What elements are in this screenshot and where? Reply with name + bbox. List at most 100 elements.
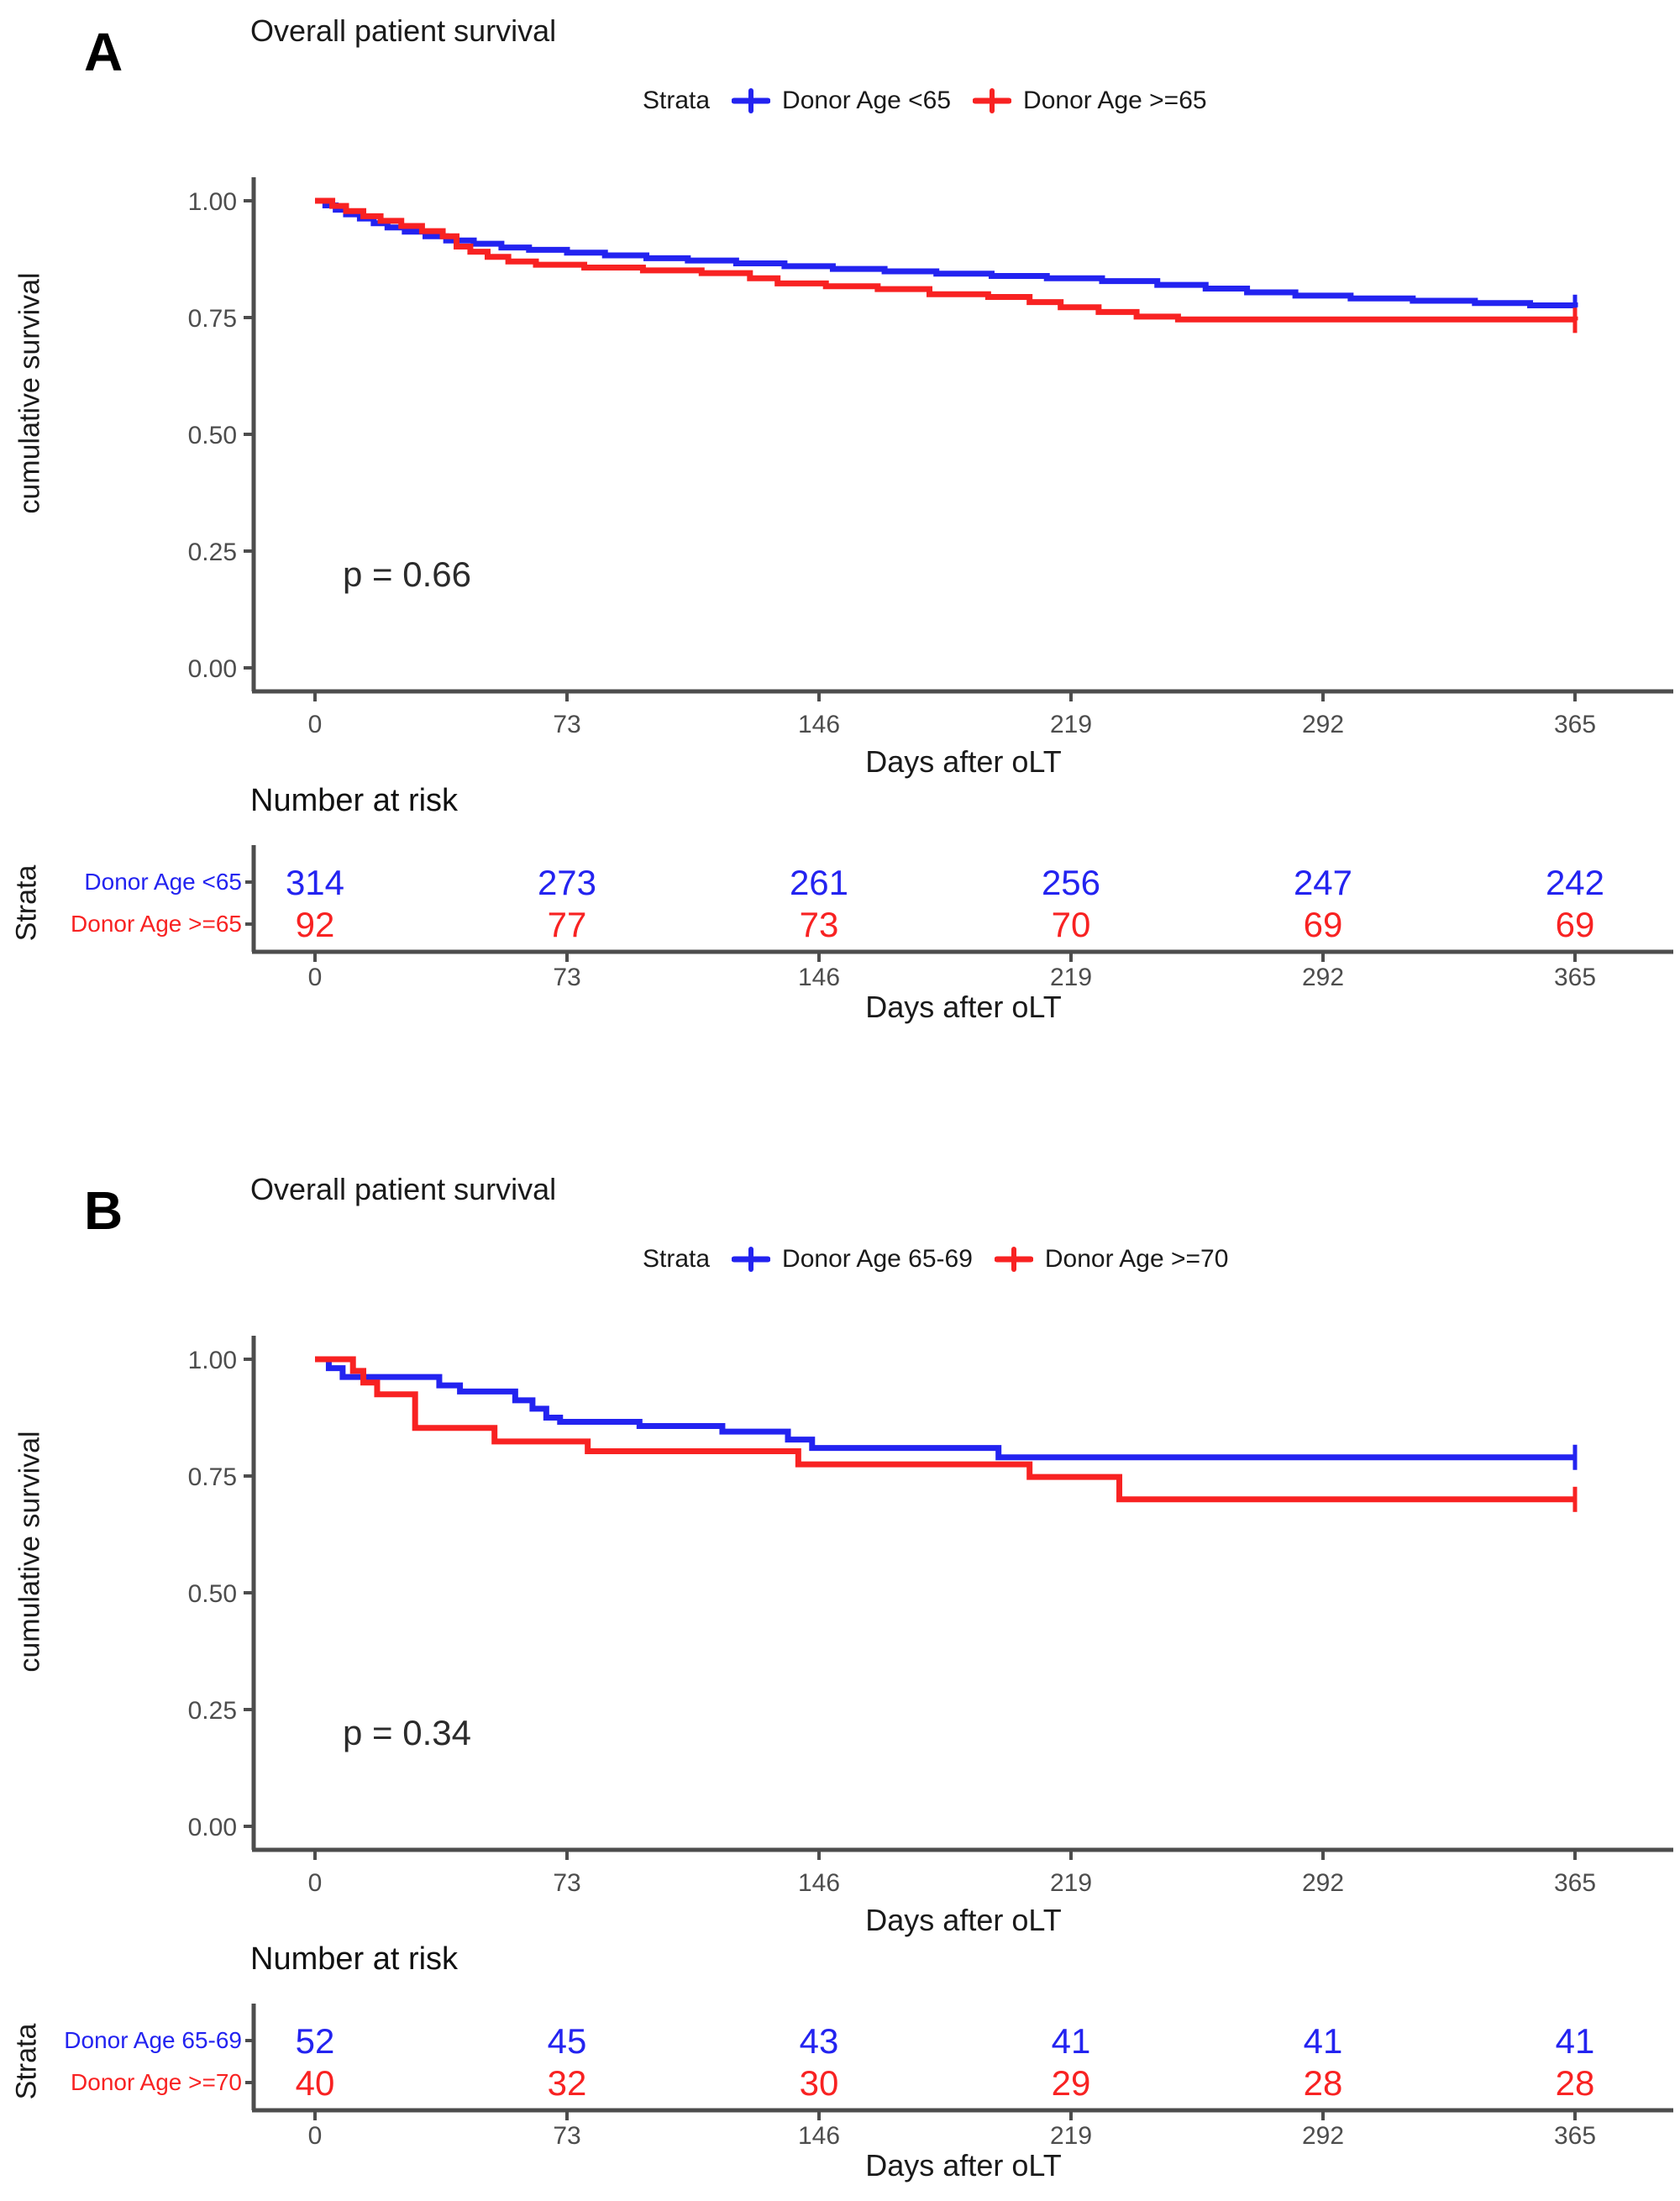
x-axis-title: Days after oLT xyxy=(865,744,1062,779)
plus-marker-icon xyxy=(732,88,771,113)
risk-count: 29 xyxy=(1052,2063,1091,2103)
y-tick-label: 1.00 xyxy=(188,188,237,216)
risk-x-axis-title: Days after oLT xyxy=(865,2148,1062,2183)
survival-curve-blue xyxy=(315,1356,1575,1461)
x-tick-label: 73 xyxy=(553,711,580,738)
risk-count: 92 xyxy=(296,905,335,944)
y-tick-label: 0.00 xyxy=(188,655,237,683)
risk-x-tick-label: 292 xyxy=(1302,964,1344,991)
legend-label-group1: Donor Age 65-69 xyxy=(782,1245,973,1273)
x-tick-label: 0 xyxy=(308,1869,323,1897)
legend-title: Strata xyxy=(643,1245,711,1273)
y-tick-label: 0.25 xyxy=(188,1697,237,1725)
risk-count: 70 xyxy=(1052,905,1091,944)
x-tick-label: 292 xyxy=(1302,1869,1344,1897)
survival-chart-a: 1.00 0.75 0.50 0.25 0.00 0 73 146 219 292 365 314 27… xyxy=(188,177,1673,991)
p-value: p = 0.34 xyxy=(343,1713,471,1752)
risk-x-tick-label: 0 xyxy=(308,964,323,991)
risk-table-title: Number at risk xyxy=(250,1941,459,1977)
risk-x-tick-label: 73 xyxy=(553,2122,580,2150)
risk-count: 261 xyxy=(790,863,848,902)
x-tick-label: 219 xyxy=(1050,711,1092,738)
x-tick-label: 0 xyxy=(308,711,323,738)
x-tick-label: 219 xyxy=(1050,1869,1092,1897)
risk-row-label-group1: Donor Age 65-69 xyxy=(64,2027,242,2053)
y-tick-label: 0.75 xyxy=(188,1463,237,1491)
risk-x-tick-label: 73 xyxy=(553,964,580,991)
risk-x-tick-label: 365 xyxy=(1554,964,1596,991)
risk-count: 30 xyxy=(800,2063,839,2103)
risk-count: 41 xyxy=(1304,2021,1343,2061)
survival-chart-b: 1.00 0.75 0.50 0.25 0.00 0 73 146 219 292 365 52 45 4… xyxy=(188,1336,1673,2150)
risk-count: 45 xyxy=(548,2021,587,2061)
legend-title: Strata xyxy=(643,87,711,114)
risk-count: 40 xyxy=(296,2063,335,2103)
survival-curve-red xyxy=(315,197,1578,323)
survival-curve-red xyxy=(315,1356,1575,1503)
risk-x-tick-label: 292 xyxy=(1302,2122,1344,2150)
risk-count: 32 xyxy=(548,2063,587,2103)
risk-table-title: Number at risk xyxy=(250,783,459,818)
risk-count: 273 xyxy=(538,863,596,902)
panel-letter: A xyxy=(84,22,123,82)
risk-count: 52 xyxy=(296,2021,335,2061)
y-tick-label: 0.75 xyxy=(188,305,237,333)
legend-item-group1: Donor Age <65 xyxy=(732,87,951,115)
legend-item-group2: Donor Age >=65 xyxy=(973,87,1207,115)
risk-count: 73 xyxy=(800,905,839,944)
risk-x-tick-label: 146 xyxy=(798,2122,840,2150)
legend-label-group2: Donor Age >=65 xyxy=(1023,87,1207,114)
y-axis-title: cumulative survival xyxy=(13,272,46,514)
legend-label-group2: Donor Age >=70 xyxy=(1044,1245,1229,1273)
x-tick-label: 146 xyxy=(798,711,840,738)
x-tick-label: 292 xyxy=(1302,711,1344,738)
x-tick-label: 73 xyxy=(553,1869,580,1897)
risk-count: 69 xyxy=(1556,905,1595,944)
risk-row-label-group2: Donor Age >=70 xyxy=(71,2069,242,2095)
y-tick-label: 0.00 xyxy=(188,1814,237,1841)
panel-a: 1.00 0.75 0.50 0.25 0.00 0 73 146 219 292 365 314 27… xyxy=(0,0,1680,1043)
y-tick-label: 0.50 xyxy=(188,422,237,449)
panel-b: 1.00 0.75 0.50 0.25 0.00 0 73 146 219 292 365 52 45 4… xyxy=(0,1158,1680,2201)
risk-count: 242 xyxy=(1546,863,1604,902)
x-tick-label: 365 xyxy=(1554,1869,1596,1897)
y-tick-label: 1.00 xyxy=(188,1347,237,1374)
plus-marker-icon xyxy=(973,88,1012,113)
legend-item-group2: Donor Age >=70 xyxy=(994,1245,1229,1274)
x-tick-label: 365 xyxy=(1554,711,1596,738)
y-tick-label: 0.25 xyxy=(188,538,237,566)
risk-count: 77 xyxy=(548,905,587,944)
x-axis-title: Days after oLT xyxy=(865,1903,1062,1937)
p-value: p = 0.66 xyxy=(343,554,471,594)
risk-row-label-group1: Donor Age <65 xyxy=(84,869,242,895)
risk-row-label-group2: Donor Age >=65 xyxy=(71,911,242,937)
risk-count: 41 xyxy=(1556,2021,1595,2061)
risk-count: 28 xyxy=(1304,2063,1343,2103)
risk-x-tick-label: 219 xyxy=(1050,2122,1092,2150)
risk-count: 256 xyxy=(1042,863,1100,902)
plot-title: Overall patient survival xyxy=(250,1172,557,1206)
legend: Strata Donor Age <65 Donor Age >=65 xyxy=(643,87,1207,115)
y-axis-title: cumulative survival xyxy=(13,1431,46,1673)
plus-marker-icon xyxy=(994,1247,1033,1272)
risk-count: 69 xyxy=(1304,905,1343,944)
risk-count: 314 xyxy=(286,863,344,902)
plus-marker-icon xyxy=(732,1247,771,1272)
risk-count: 41 xyxy=(1052,2021,1091,2061)
risk-count: 43 xyxy=(800,2021,839,2061)
x-tick-label: 146 xyxy=(798,1869,840,1897)
risk-x-tick-label: 365 xyxy=(1554,2122,1596,2150)
risk-x-tick-label: 0 xyxy=(308,2122,323,2150)
risk-x-tick-label: 146 xyxy=(798,964,840,991)
legend-label-group1: Donor Age <65 xyxy=(782,87,952,114)
risk-count: 28 xyxy=(1556,2063,1595,2103)
legend: Strata Donor Age 65-69 Donor Age >=70 xyxy=(643,1245,1228,1274)
risk-x-axis-title: Days after oLT xyxy=(865,990,1062,1024)
y-tick-label: 0.50 xyxy=(188,1580,237,1608)
risk-count: 247 xyxy=(1294,863,1352,902)
risk-x-tick-label: 219 xyxy=(1050,964,1092,991)
plot-title: Overall patient survival xyxy=(250,13,557,48)
legend-item-group1: Donor Age 65-69 xyxy=(732,1245,973,1274)
panel-letter: B xyxy=(84,1180,123,1241)
